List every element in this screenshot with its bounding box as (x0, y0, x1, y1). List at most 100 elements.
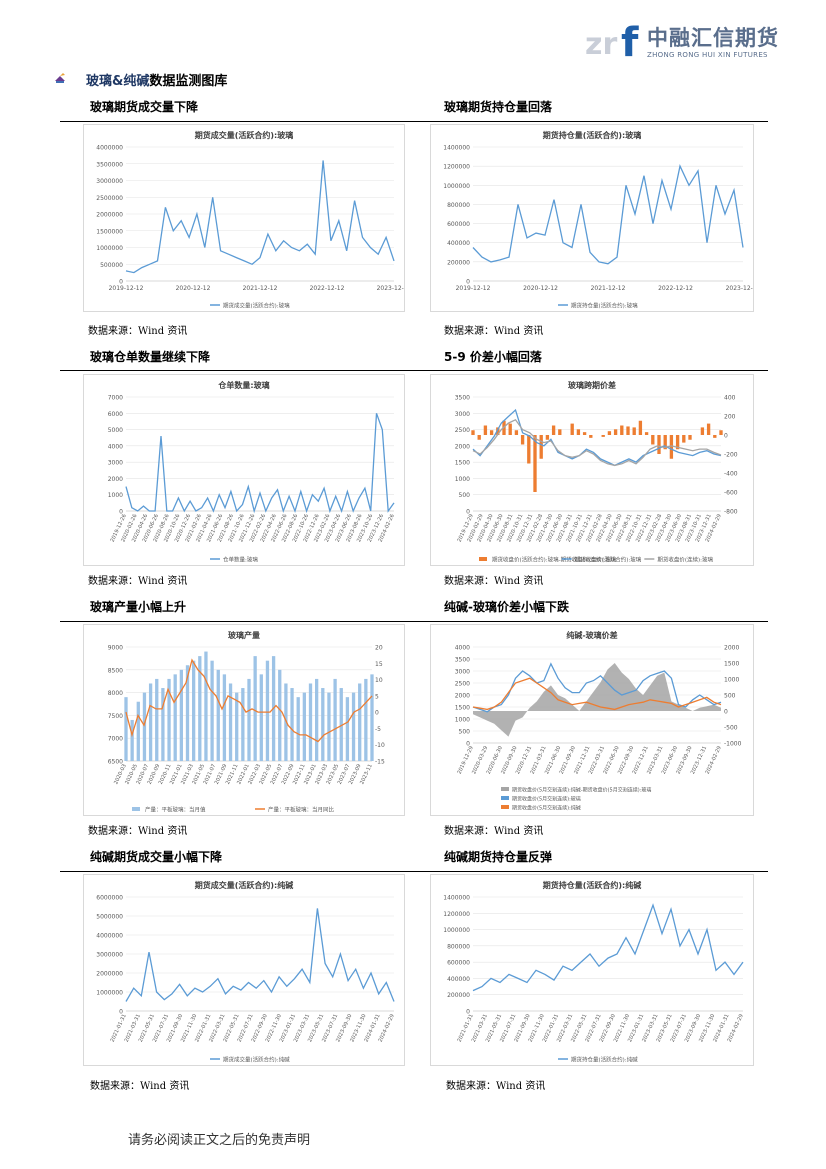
bar (477, 435, 481, 440)
bullet-icon (55, 73, 65, 83)
bar (620, 425, 624, 435)
y2-tick-label: -500 (724, 725, 738, 732)
bar (296, 697, 300, 761)
chart-title: 玻璃产量 (228, 630, 260, 640)
bar (638, 420, 643, 435)
y-tick-label: 0 (466, 279, 470, 286)
y-tick-label: 400000 (447, 976, 470, 983)
bar (321, 688, 325, 761)
y2-tick-label: 5 (375, 693, 379, 700)
legend-label: 期货成交量(活跃合约):玻璃 (223, 302, 290, 310)
data-source: 数据来源：Wind 资讯 (444, 576, 544, 587)
legend-swatch (479, 557, 487, 561)
bar (290, 688, 294, 761)
y2-tick-label: -600 (724, 490, 738, 497)
x-tick-label: 2023-12-12 (726, 285, 753, 292)
y-tick-label: 1000000 (443, 927, 470, 934)
y-tick-label: 500 (459, 492, 471, 499)
bar (345, 697, 350, 761)
chart-soda-volume: 期货成交量(活跃合约):纯碱 0 1000000 2000000 3000000 4000… (83, 874, 405, 1066)
legend-label: 期货收盘价(5月交割连续):纯碱-期货收盘价(5月交割连续):玻璃 (512, 787, 651, 794)
chart-heading: 5-9 价差小幅回落 (444, 350, 542, 364)
y-tick-label: 4000 (108, 443, 123, 450)
y-tick-label: 4000000 (96, 145, 123, 152)
bar (700, 427, 705, 435)
series-line (472, 677, 722, 711)
x-tick-label: 2022-12-12 (310, 285, 345, 292)
bar (483, 425, 488, 435)
y-tick-label: 0 (119, 279, 123, 286)
y-tick-label: 2000000 (96, 971, 123, 978)
y2-tick-label: 0 (375, 710, 379, 717)
y-tick-label: 800000 (447, 943, 470, 950)
data-source: 数据来源：Wind 资讯 (444, 826, 544, 837)
chart-glass-volume: 期货成交量(活跃合约):玻璃 0 500000 1000000 1500000 20000… (83, 124, 405, 312)
legend-swatch (501, 796, 509, 800)
y-tick-label: 8500 (108, 667, 123, 674)
chart-glass-open-interest: 期货持仓量(活跃合约):玻璃 0 200000 400000 600000 800000 1… (430, 124, 754, 312)
legend-label: 期货持仓量(活跃合约):玻璃 (571, 302, 638, 310)
bar (192, 660, 196, 761)
bar (364, 678, 368, 761)
bar (216, 669, 220, 761)
bar (198, 656, 202, 761)
bar (471, 430, 475, 435)
bar (706, 423, 711, 435)
bar (142, 692, 147, 761)
bar (222, 674, 227, 761)
y-tick-label: 8000 (108, 690, 123, 697)
bar (613, 429, 618, 435)
y-tick-label: 6500 (108, 759, 123, 766)
bar (124, 697, 128, 761)
bar (315, 678, 319, 761)
y-tick-label: 1400000 (443, 895, 470, 902)
legend-label: 产量：平板玻璃：当月同比 (268, 806, 335, 814)
section-title-highlight: 玻璃&纯碱 (86, 74, 150, 89)
y-tick-label: 0 (466, 509, 470, 516)
chart-heading: 玻璃仓单数量继续下降 (90, 350, 211, 364)
divider (60, 621, 768, 622)
y-tick-label: 6000000 (96, 895, 123, 902)
chart-title: 玻璃跨期价差 (568, 380, 616, 390)
bar (173, 674, 177, 761)
chart-title: 期货持仓量(活跃合约):玻璃 (543, 130, 642, 140)
series-line (125, 908, 395, 1002)
data-source: 数据来源：Wind 资讯 (444, 326, 544, 337)
bar (130, 719, 134, 761)
y-tick-label: 200000 (447, 259, 470, 266)
bar (210, 660, 214, 761)
y2-tick-label: 15 (375, 661, 383, 668)
series-line (472, 408, 722, 467)
bar (339, 688, 343, 761)
y-tick-label: 2500 (455, 427, 470, 434)
bar (669, 435, 674, 459)
bar (351, 692, 356, 761)
y-tick-label: 500000 (100, 262, 123, 269)
y-tick-label: 7000 (108, 736, 123, 743)
legend-swatch (132, 807, 140, 811)
y-tick-label: 1000000 (96, 990, 123, 997)
bar (204, 651, 208, 761)
y-tick-label: 1500000 (96, 228, 123, 235)
y-tick-label: 7500 (108, 713, 123, 720)
bar (235, 692, 239, 761)
y-tick-label: 600000 (447, 960, 470, 967)
bar (327, 692, 331, 761)
y2-tick-label: -15 (375, 759, 385, 766)
x-tick-label: 2020-12-12 (523, 285, 558, 292)
bar (663, 435, 667, 450)
bar (682, 435, 686, 443)
bar (545, 435, 550, 440)
x-tick-label: 2024-02-29 (705, 745, 723, 775)
y-tick-label: 3000000 (96, 178, 123, 185)
y2-tick-label: 2000 (724, 645, 739, 652)
bar (308, 683, 313, 761)
y-tick-label: 0 (466, 1009, 470, 1016)
data-source: 数据来源：Wind 资讯 (88, 326, 188, 337)
bar (136, 701, 140, 761)
y2-tick-label: -10 (375, 742, 385, 749)
bar (247, 678, 251, 761)
y-tick-label: 0 (119, 509, 123, 516)
legend-label: 产量：平板玻璃：当月值 (145, 806, 206, 814)
y-tick-label: 2000 (455, 693, 470, 700)
